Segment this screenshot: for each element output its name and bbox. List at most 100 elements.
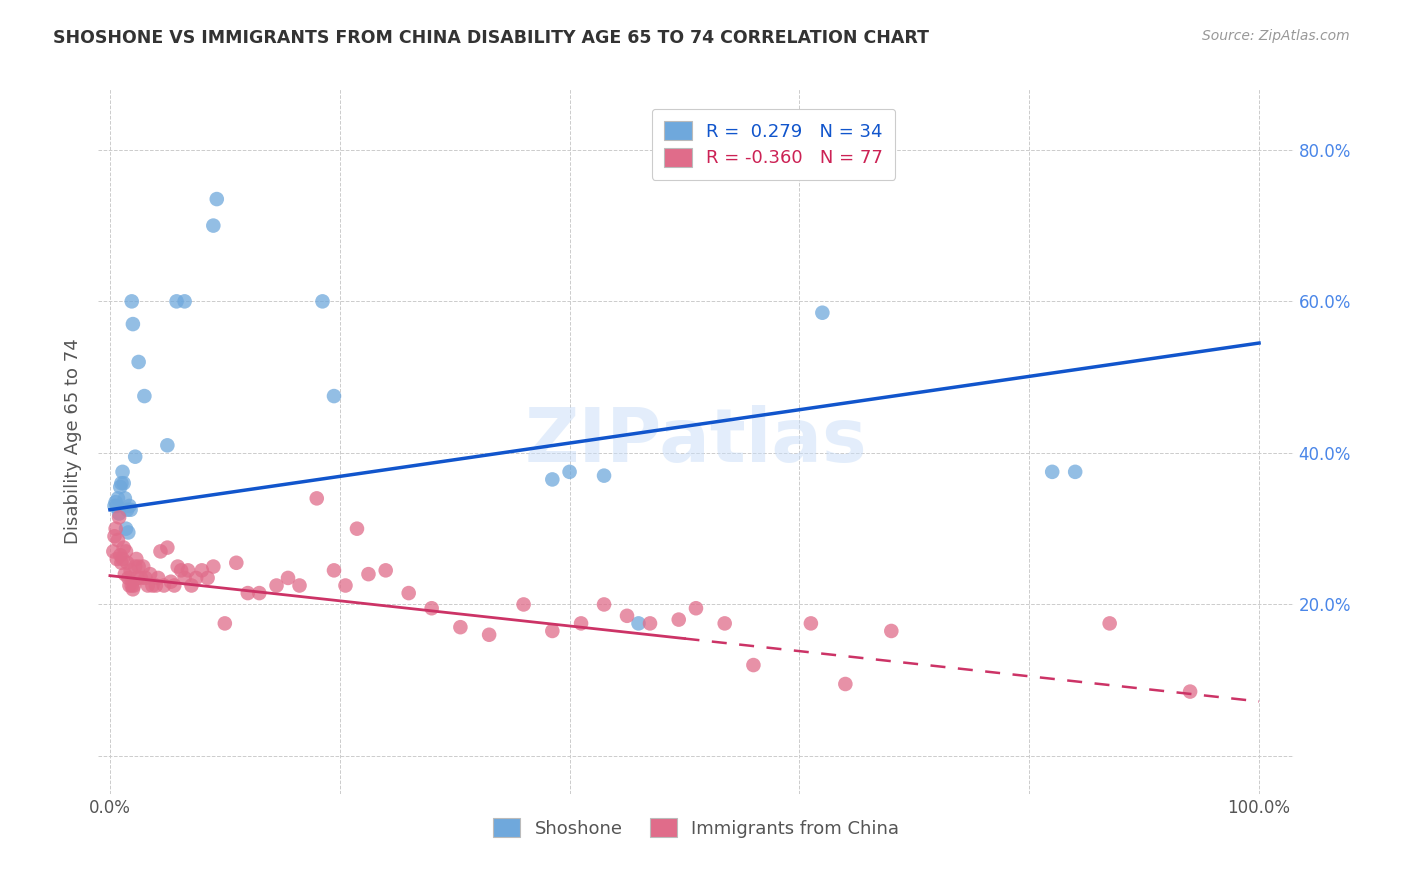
Point (311, 294, 333, 309)
Point (156, 438, 179, 452)
Point (112, 541, 135, 555)
Point (323, 563, 346, 577)
Point (132, 559, 155, 574)
Point (180, 578, 202, 592)
Point (125, 552, 148, 566)
Point (105, 552, 128, 566)
Text: Source: ZipAtlas.com: Source: ZipAtlas.com (1202, 29, 1350, 43)
Point (104, 522, 127, 536)
Text: SHOSHONE VS IMMIGRANTS FROM CHINA DISABILITY AGE 65 TO 74 CORRELATION CHART: SHOSHONE VS IMMIGRANTS FROM CHINA DISABI… (53, 29, 929, 46)
Point (346, 522, 368, 536)
Point (398, 586, 420, 600)
Point (156, 541, 179, 555)
Point (108, 507, 131, 521)
Point (800, 616, 823, 631)
Point (1064, 465, 1087, 479)
Point (134, 389, 156, 403)
Point (111, 552, 134, 566)
Point (110, 476, 132, 491)
Point (593, 598, 616, 612)
Point (811, 306, 834, 320)
Point (247, 586, 270, 600)
Point (103, 544, 125, 558)
Point (117, 571, 139, 585)
Point (374, 563, 396, 577)
Point (122, 578, 145, 592)
Point (163, 578, 186, 592)
Point (129, 571, 152, 585)
Point (880, 624, 903, 638)
Point (111, 465, 134, 479)
Point (305, 491, 328, 506)
Point (124, 559, 146, 574)
Point (627, 616, 650, 631)
Y-axis label: Disability Age 65 to 74: Disability Age 65 to 74 (65, 339, 83, 544)
Point (128, 355, 150, 369)
Point (104, 495, 127, 509)
Point (166, 294, 188, 309)
Point (834, 677, 856, 691)
Point (170, 563, 193, 577)
Point (114, 567, 136, 582)
Point (127, 571, 149, 585)
Point (107, 533, 129, 547)
Point (541, 624, 564, 638)
Point (668, 613, 690, 627)
Point (266, 578, 288, 592)
Point (288, 578, 311, 592)
Point (569, 616, 592, 631)
Point (117, 525, 139, 540)
Point (197, 571, 219, 585)
Point (1040, 465, 1063, 479)
Point (103, 499, 125, 513)
Point (115, 544, 138, 558)
Point (145, 578, 167, 592)
Point (742, 658, 765, 673)
Point (225, 556, 247, 570)
Point (110, 548, 132, 562)
Point (139, 567, 162, 582)
Point (148, 571, 170, 585)
Point (166, 559, 188, 574)
Point (115, 502, 138, 516)
Point (205, 192, 228, 206)
Point (1178, 684, 1201, 698)
Point (135, 571, 157, 585)
Point (323, 389, 346, 403)
Point (120, 502, 142, 516)
Point (214, 616, 236, 631)
Point (108, 510, 131, 524)
Point (558, 465, 581, 479)
Point (110, 556, 132, 570)
Point (616, 608, 638, 623)
Point (136, 578, 159, 592)
Point (103, 529, 125, 543)
Point (202, 219, 225, 233)
Point (110, 480, 132, 494)
Point (1098, 616, 1121, 631)
Point (114, 491, 136, 506)
Point (420, 601, 443, 615)
Point (112, 476, 135, 491)
Point (184, 571, 207, 585)
Point (122, 317, 145, 331)
Point (118, 499, 141, 513)
Point (173, 571, 195, 585)
Legend: Shoshone, Immigrants from China: Shoshone, Immigrants from China (485, 811, 907, 845)
Point (153, 578, 176, 592)
Point (124, 450, 146, 464)
Point (141, 578, 163, 592)
Point (357, 567, 380, 582)
Point (277, 571, 299, 585)
Point (149, 544, 172, 558)
Point (449, 620, 471, 634)
Point (159, 574, 181, 589)
Point (121, 578, 143, 592)
Point (512, 598, 534, 612)
Point (128, 559, 150, 574)
Point (202, 559, 225, 574)
Text: ZIPatlas: ZIPatlas (524, 405, 868, 478)
Point (541, 472, 564, 486)
Point (118, 578, 141, 592)
Point (236, 586, 259, 600)
